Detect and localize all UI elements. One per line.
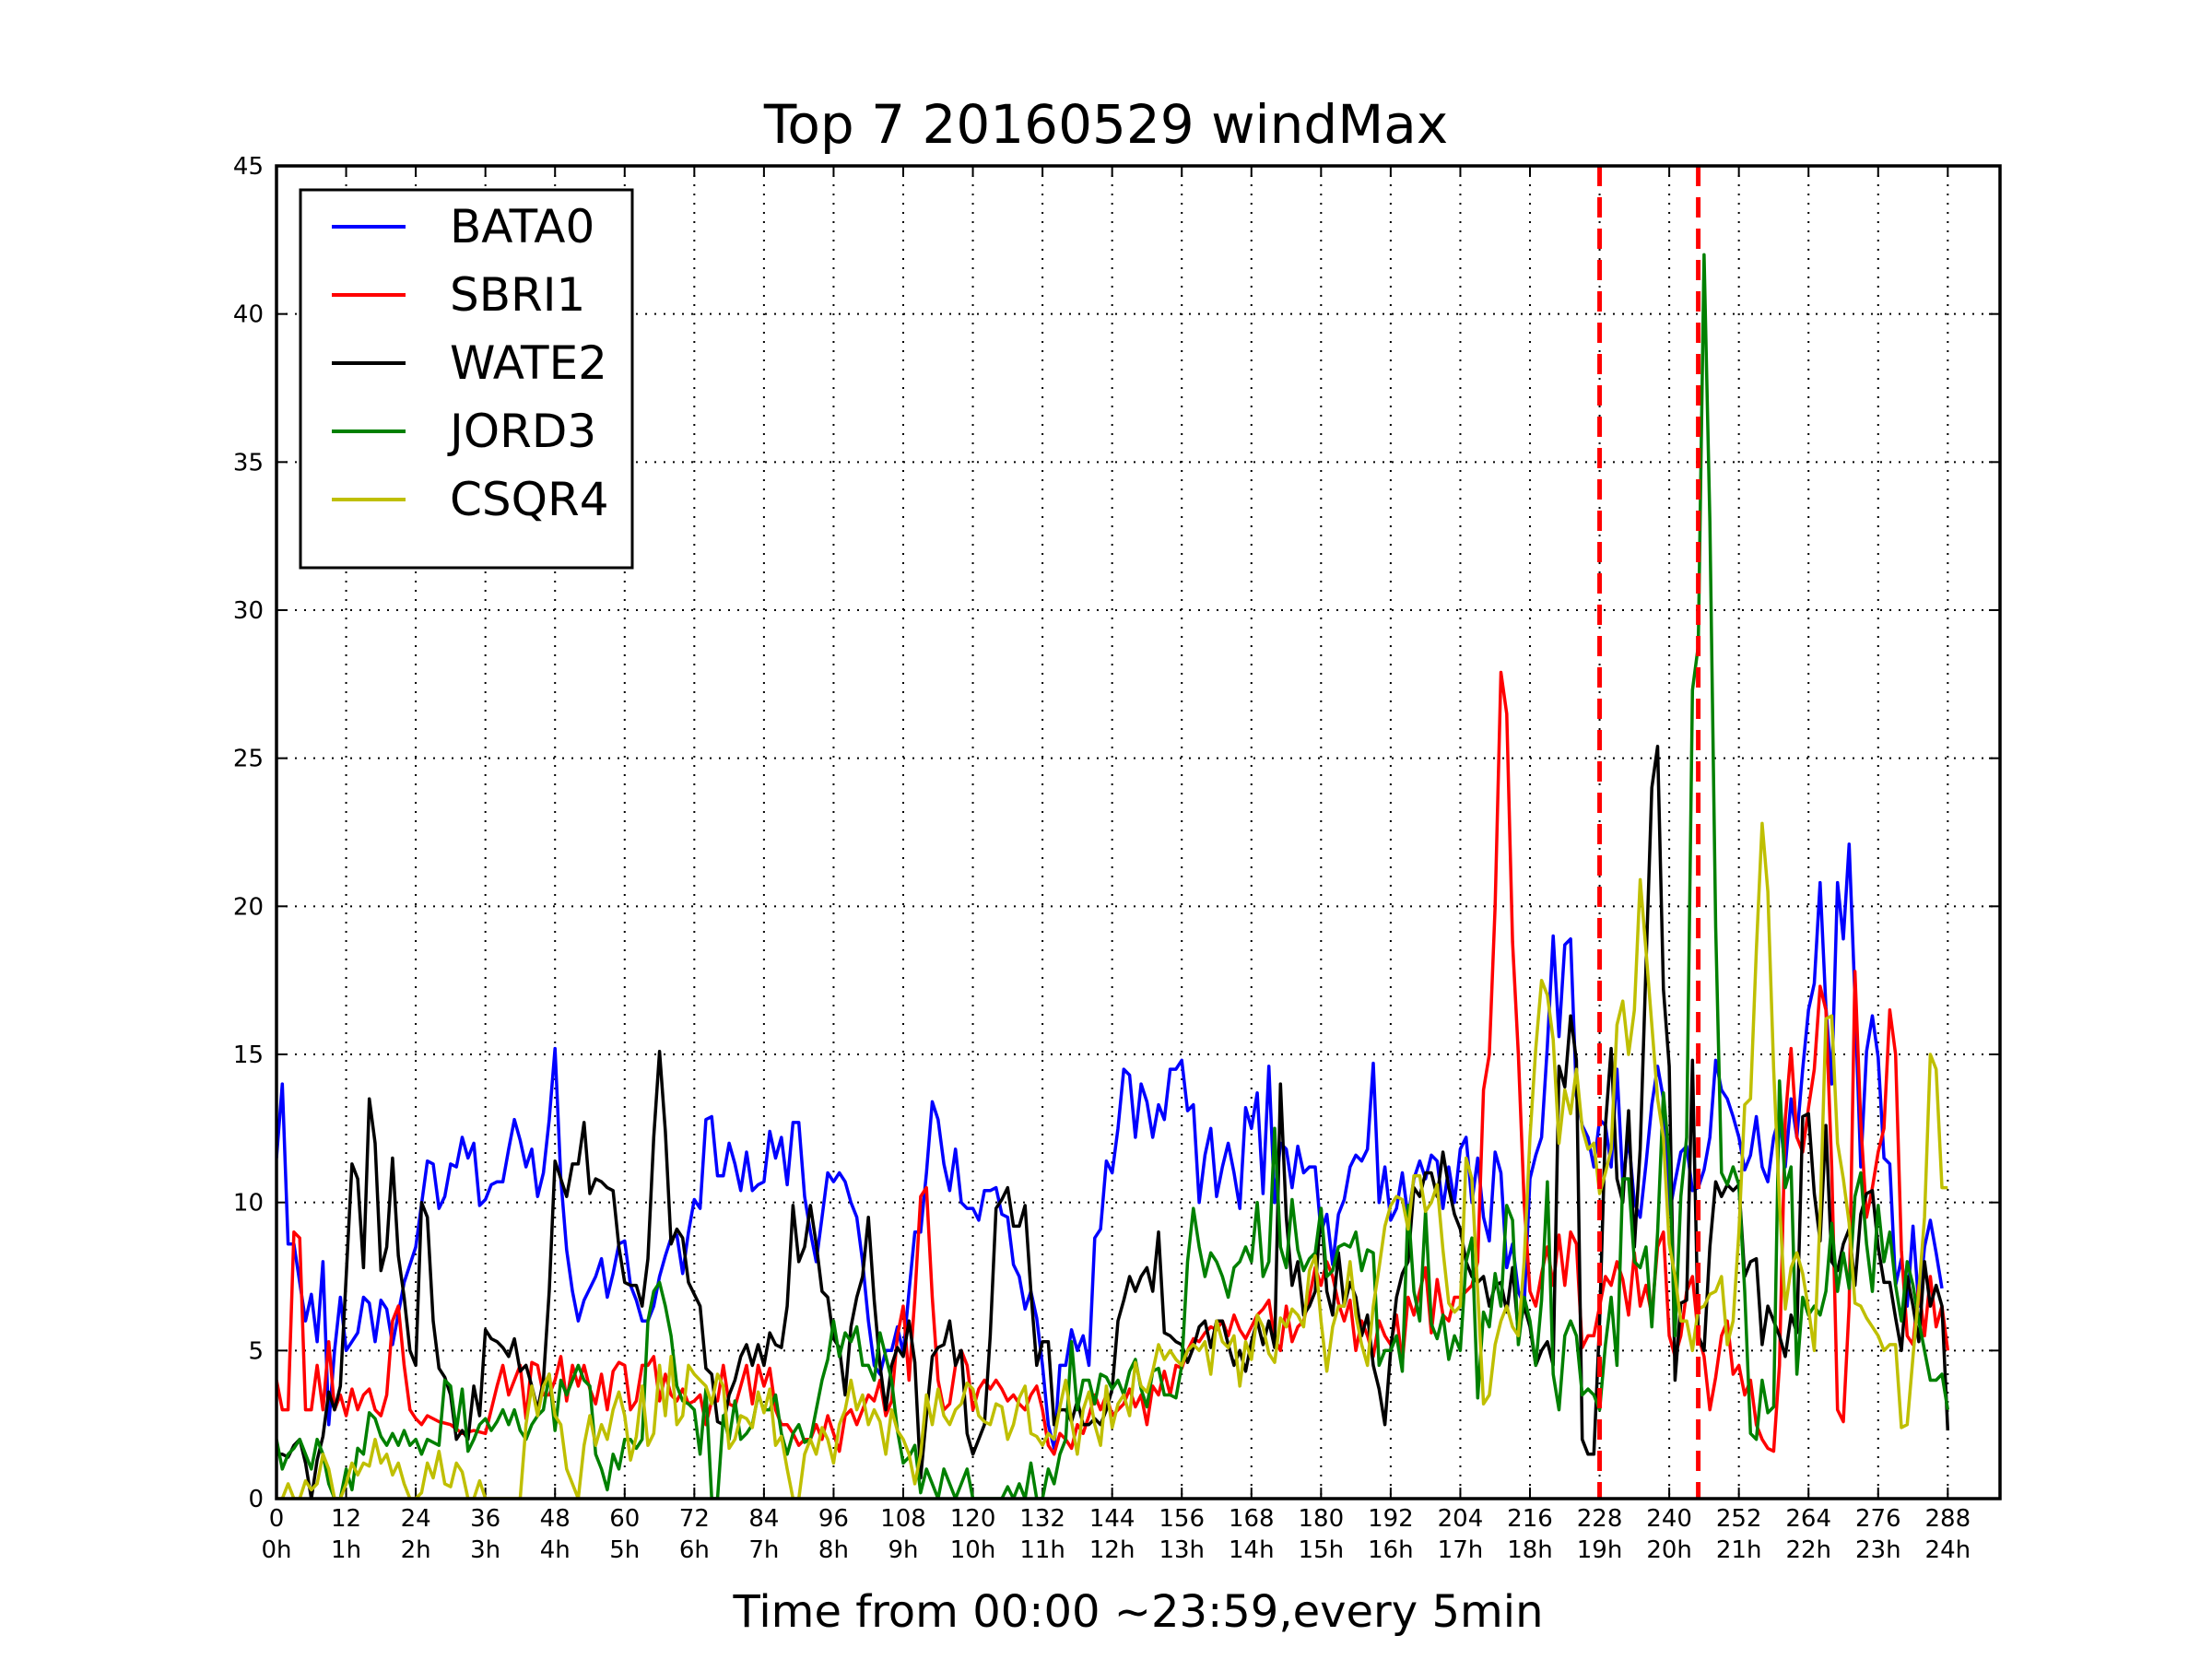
x-tick-label: 12 (331, 1505, 361, 1533)
x-tick-sublabel: 13h (1159, 1536, 1205, 1564)
x-tick-label: 144 (1089, 1505, 1135, 1533)
x-tick-sublabel: 3h (470, 1536, 500, 1564)
x-tick-sublabel: 24h (1925, 1536, 1971, 1564)
x-tick-sublabel: 17h (1438, 1536, 1484, 1564)
x-tick-label: 288 (1925, 1505, 1971, 1533)
x-tick-label: 48 (540, 1505, 571, 1533)
legend-label-csqr4: CSQR4 (450, 473, 609, 526)
x-tick-label: 216 (1507, 1505, 1553, 1533)
x-tick-label: 108 (880, 1505, 926, 1533)
x-tick-sublabel: 4h (540, 1536, 571, 1564)
legend-box (299, 188, 634, 570)
series-line-jord3 (276, 253, 1950, 1499)
x-tick-sublabel: 21h (1716, 1536, 1762, 1564)
x-tick-label: 72 (679, 1505, 710, 1533)
y-tick-label: 25 (233, 746, 264, 773)
x-tick-sublabel: 5h (609, 1536, 640, 1564)
y-tick-label: 0 (248, 1486, 264, 1513)
plot-area (276, 166, 1950, 1499)
x-tick-sublabel: 9h (888, 1536, 918, 1564)
x-tick-sublabel: 2h (401, 1536, 431, 1564)
chart-title: Top 7 20160529 windMax (763, 93, 1448, 156)
y-tick-label: 10 (233, 1190, 264, 1218)
x-tick-label: 60 (609, 1505, 640, 1533)
x-tick-label: 180 (1299, 1505, 1345, 1533)
x-tick-sublabel: 0h (261, 1536, 291, 1564)
x-tick-sublabel: 6h (679, 1536, 710, 1564)
x-tick-label: 240 (1646, 1505, 1692, 1533)
x-tick-label: 36 (470, 1505, 500, 1533)
x-tick-label: 24 (401, 1505, 431, 1533)
x-tick-label: 132 (1019, 1505, 1065, 1533)
x-tick-label: 84 (748, 1505, 779, 1533)
y-tick-label: 35 (233, 449, 264, 477)
y-tick-label: 40 (233, 301, 264, 329)
y-tick-label: 20 (233, 893, 264, 921)
x-tick-label: 156 (1159, 1505, 1205, 1533)
x-tick-label: 228 (1577, 1505, 1623, 1533)
x-tick-sublabel: 7h (748, 1536, 779, 1564)
x-tick-label: 204 (1438, 1505, 1484, 1533)
series-line-csqr4 (276, 821, 1948, 1499)
x-tick-label: 168 (1229, 1505, 1275, 1533)
x-tick-label: 96 (818, 1505, 849, 1533)
x-tick-label: 192 (1368, 1505, 1414, 1533)
y-tick-label: 30 (233, 597, 264, 625)
y-tick-label: 45 (233, 153, 264, 181)
x-tick-sublabel: 12h (1089, 1536, 1135, 1564)
x-tick-sublabel: 15h (1299, 1536, 1345, 1564)
x-tick-sublabel: 10h (950, 1536, 996, 1564)
x-tick-sublabel: 16h (1368, 1536, 1414, 1564)
legend-label-jord3: JORD3 (447, 405, 596, 458)
x-tick-sublabel: 20h (1646, 1536, 1692, 1564)
vertical-markers (1597, 166, 1701, 1499)
x-tick-label: 252 (1716, 1505, 1762, 1533)
x-tick-label: 0 (269, 1505, 285, 1533)
x-tick-label: 264 (1785, 1505, 1831, 1533)
x-tick-sublabel: 22h (1785, 1536, 1831, 1564)
x-tick-sublabel: 11h (1019, 1536, 1065, 1564)
axis-ticks: 0 0h 12 1h 24 2h 36 3h 48 4h 60 5h 72 6h 84 7h 96 8h 108 9h… (233, 153, 2000, 1564)
legend-label-wate2: WATE2 (450, 336, 607, 390)
series-line-bata0 (276, 842, 1944, 1451)
plot-frame (275, 164, 2002, 1500)
legend-label-sbri1: SBRI1 (450, 268, 585, 322)
x-axis-label: Time from 00:00 ~23:59,every 5min (733, 1586, 1544, 1638)
x-tick-sublabel: 23h (1855, 1536, 1901, 1564)
x-tick-sublabel: 18h (1507, 1536, 1553, 1564)
x-tick-sublabel: 19h (1577, 1536, 1623, 1564)
legend: BATA0 SBRI1 WATE2 JORD3 CSQR4 (299, 188, 634, 570)
x-tick-sublabel: 8h (818, 1536, 849, 1564)
y-tick-label: 5 (248, 1337, 264, 1365)
y-tick-label: 15 (233, 1041, 264, 1069)
x-tick-sublabel: 1h (331, 1536, 361, 1564)
x-tick-label: 276 (1855, 1505, 1901, 1533)
series-lines (276, 253, 1950, 1499)
x-tick-sublabel: 14h (1229, 1536, 1275, 1564)
legend-label-bata0: BATA0 (450, 200, 594, 253)
x-tick-label: 120 (950, 1505, 996, 1533)
